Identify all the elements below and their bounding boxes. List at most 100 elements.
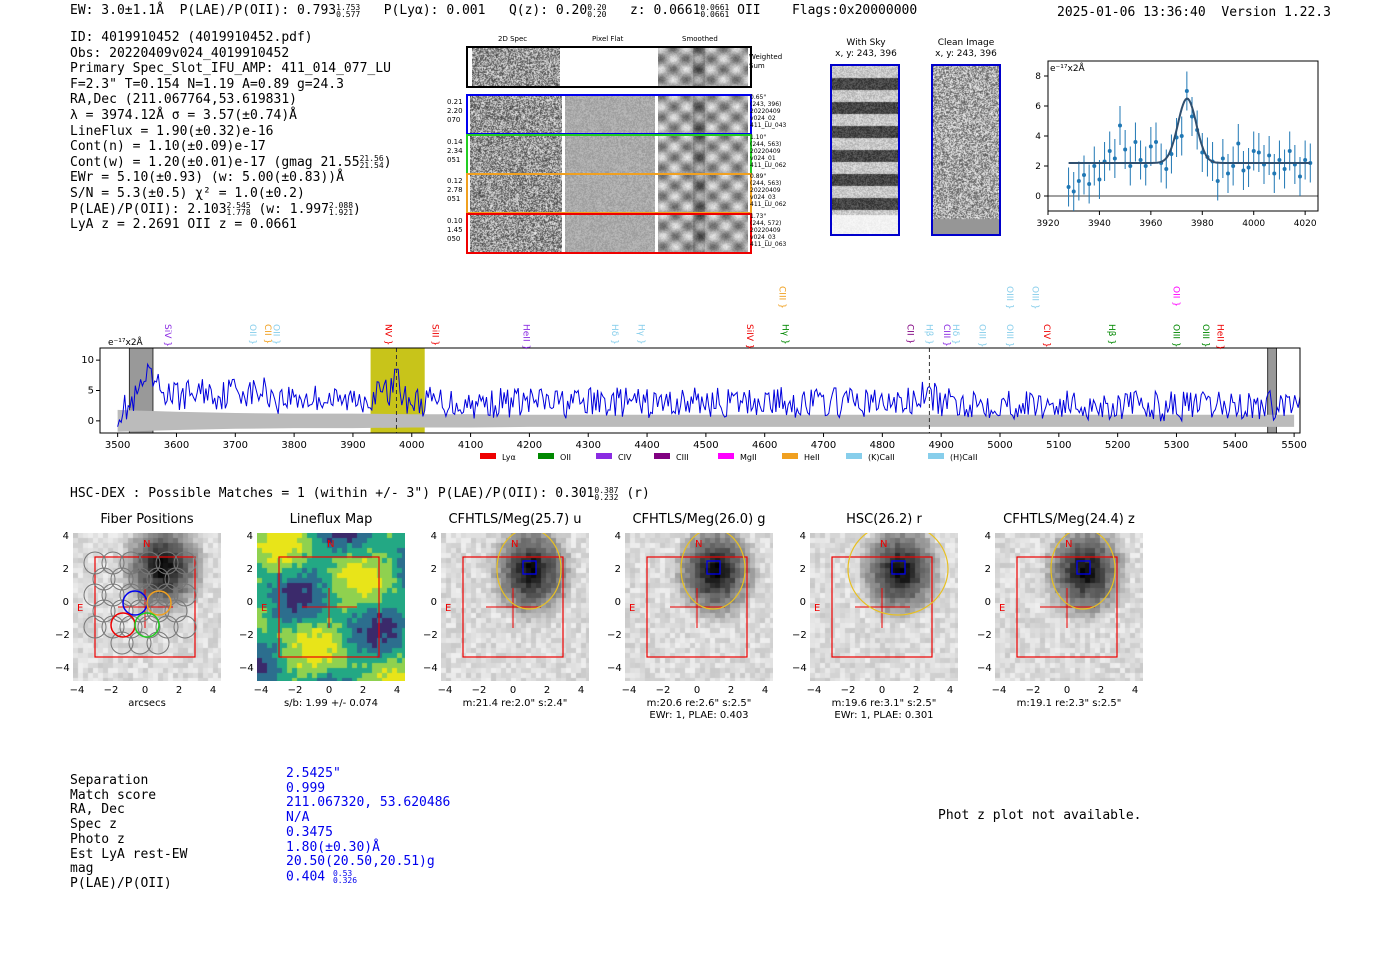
fiber-circle (83, 583, 107, 607)
fiber-circle-green (134, 612, 160, 638)
spectrum-xtick-label: 3900 (340, 440, 365, 451)
cutout-row (466, 94, 752, 135)
cutout-right-value: 1.10" (750, 133, 767, 141)
cutout-right-value: 411_LU_063 (750, 240, 787, 248)
panel-ytick-label: 0 (984, 597, 991, 608)
hsc-lo: 0.232 (594, 492, 619, 502)
match-label: Match score (70, 787, 157, 803)
panel-xtick-label: 2 (1097, 685, 1105, 696)
panel-xtick-label: −2 (655, 685, 671, 696)
cutout-row-right-label: 1.73" (244, 572) 20220409 v024_03 411_LU_063 (750, 213, 800, 248)
panel-subtitle: m:19.6 re:3.1" s:2.5" (831, 698, 937, 709)
panel-ytick-label: 0 (799, 597, 806, 608)
info-radec: RA,Dec (211.067764,53.619831) (70, 92, 297, 108)
info-plae-hi: 2.545 (226, 201, 251, 211)
cutout-row-left-label: 0.21 2.20 070 (447, 98, 465, 125)
panel-source-ellipse (1050, 533, 1116, 610)
col-smoothed: Smoothed (682, 35, 718, 43)
panel-xtick-label: −2 (471, 685, 487, 696)
panel-title: Fiber Positions (100, 512, 194, 527)
cutout-row-left-label: 0.14 2.34 051 (447, 138, 465, 165)
fit-point (1303, 158, 1308, 162)
spectrum-xtick-label: 3700 (223, 440, 248, 451)
panel-overlay: NE (999, 533, 1118, 658)
info-lambda: λ = 3974.12Å σ = 3.57(±0.74)Å (70, 107, 297, 123)
fit-point (1118, 123, 1122, 128)
cutout-row (466, 212, 752, 254)
panel-east-label: E (814, 603, 820, 614)
header-qz-lo: 0.20 (587, 9, 607, 19)
panel-east-label: E (261, 603, 267, 614)
panel-ytick-label: 2 (62, 564, 69, 575)
cutout-right-value: 0.89" (750, 173, 767, 180)
panel-target-box (891, 560, 906, 575)
panel-subtitle: s/b: 1.99 +/- 0.074 (283, 698, 379, 709)
fit-point (1298, 174, 1302, 179)
panel-ytick-label: 2 (614, 564, 621, 575)
fit-ytick-label: 8 (1035, 72, 1041, 82)
match-value-text: 20.50(20.50,20.51)g (286, 854, 435, 870)
cutout-right-value: 20220409 (750, 187, 781, 194)
cutout-pixel-flat (565, 175, 655, 212)
spectrum-xtick-label: 4900 (928, 440, 953, 451)
header-meta: 2025-01-06 13:36:40 Version 1.22.3 (1057, 5, 1331, 20)
header-z: z: 0.0661 (629, 3, 701, 18)
info-block: ID: 4019910452 (4019910452.pdf) Obs: 202… (70, 30, 392, 233)
weighted-sum-label: Weighted Sum (749, 53, 783, 70)
info-ewr: EWr = 5.10(±0.93) (w: 5.00(±0.83))Å (70, 170, 344, 186)
panel-ytick-label: 2 (430, 564, 437, 575)
header-timestamp: 2025-01-06 13:36:40 (1057, 5, 1206, 20)
spectrum-xtick-label: 5000 (987, 440, 1012, 451)
spectrum-line-label: HeII } (521, 324, 531, 350)
col-pixel-flat: Pixel Flat (592, 35, 624, 43)
spectrum-line-label: OIII } (1004, 324, 1014, 348)
panel-ytick-label: −4 (239, 663, 254, 674)
cutout-2d-spec (470, 96, 562, 133)
fit-ylabel: e⁻¹⁷x2Å (1050, 62, 1086, 74)
spectrum-legend-label: HeII (804, 453, 820, 462)
fit-point (1251, 149, 1256, 153)
cutout-right-value: (244, 572) (750, 219, 782, 227)
fiber-circle (155, 551, 179, 575)
match-value-text: 0.999 (286, 780, 326, 796)
cutout-row-left-label: 0.12 2.78 051 (447, 177, 465, 204)
spectrum-legend-swatch (718, 453, 734, 459)
panel-aperture-box (646, 556, 748, 658)
panel-north-label: N (327, 539, 334, 550)
spectrum-ylabel: e⁻¹⁷x2Å (108, 336, 144, 348)
cutout-row-right-label: 0.65" (243, 396) 20220409 v024_02 411_LU_043 (750, 94, 800, 129)
match-value: 2.5425" (286, 766, 450, 782)
panel-xtick-label: 4 (946, 685, 954, 696)
fit-xtick-label: 3980 (1191, 219, 1214, 229)
header-plae: P(LAE)/P(OII): 0.793 (179, 3, 337, 18)
panel-aperture-box (278, 556, 380, 658)
panel-title: HSC(26.2) r (846, 512, 922, 527)
spectrum-line-label: OII } (1171, 286, 1181, 307)
fit-point (1076, 179, 1081, 183)
cutout-smoothed (658, 135, 748, 173)
cutout-smoothed (658, 175, 748, 212)
fiber-circle (173, 583, 197, 607)
spectrum-line-label: OII } (271, 324, 281, 345)
cutout-right-value: 411_LU_043 (750, 122, 787, 129)
panel-xtick-label: −4 (621, 685, 637, 696)
panel-xtick-label: 2 (543, 685, 551, 696)
match-value: 211.067320, 53.620486 (286, 796, 450, 811)
panel-xtick-label: 4 (761, 685, 769, 696)
info-id: ID: 4019910452 (4019910452.pdf) (70, 30, 313, 45)
cutout-left-value: 0.14 (447, 137, 463, 146)
col-2d-spec: 2D Spec (498, 35, 528, 43)
cutout-right-value: v024_02 (750, 115, 776, 122)
cutout-2d-spec (470, 135, 562, 173)
panel-aperture-box (1016, 556, 1118, 658)
cutout-left-value: 0.12 (447, 177, 463, 185)
fiber-circle-red (110, 612, 136, 638)
info-plae-text: P(LAE)/P(OII): 2.103 (70, 201, 227, 217)
info-obs: Obs: 20220409v024_4019910452 (70, 45, 290, 61)
panel-aperture-box (462, 556, 564, 658)
fiber-circle (83, 615, 107, 639)
fit-point (1148, 144, 1153, 149)
panel-xtick-label: 2 (727, 685, 735, 696)
panel-ytick-label: −4 (607, 663, 622, 674)
header-ew: EW: 3.0±1.1Å (70, 3, 164, 18)
